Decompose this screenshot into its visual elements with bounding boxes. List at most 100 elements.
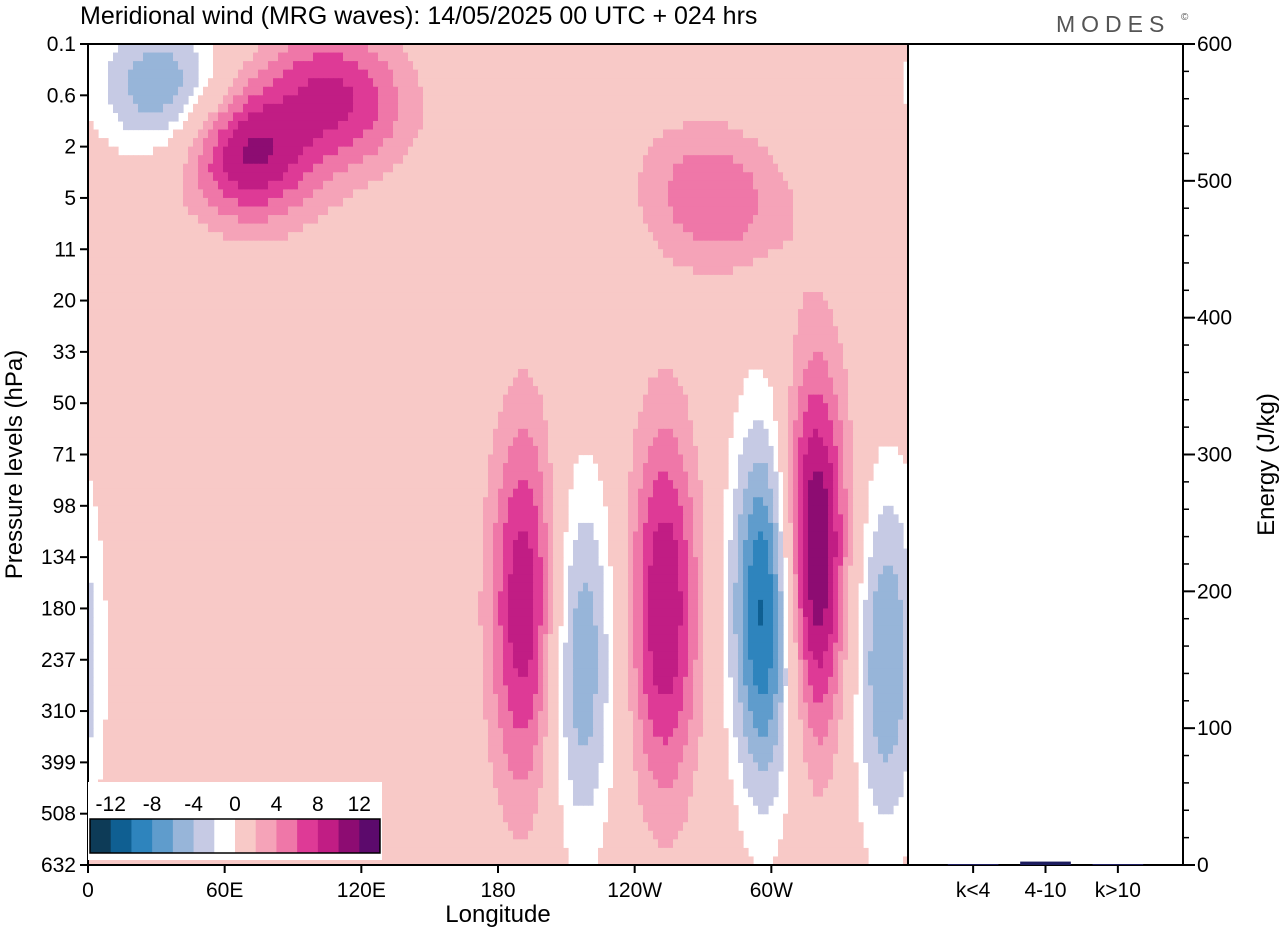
heatmap-cell [128, 197, 134, 208]
heatmap-cell [633, 172, 639, 182]
heatmap-cell [328, 155, 334, 165]
heatmap-cell [363, 61, 369, 71]
heatmap-cell [378, 215, 384, 225]
heatmap-cell [333, 240, 339, 250]
heatmap-cell [658, 266, 664, 276]
heatmap-cell [708, 44, 714, 54]
heatmap-cell [543, 44, 549, 54]
heatmap-cell [273, 223, 279, 233]
heatmap-cell [388, 223, 394, 233]
heatmap-cell [853, 112, 859, 122]
heatmap-cell [758, 283, 764, 293]
heatmap-cell [763, 146, 769, 156]
heatmap-cell [673, 146, 679, 156]
heatmap-cell [288, 189, 294, 199]
heatmap-cell [558, 138, 564, 148]
heatmap-cell [378, 163, 384, 173]
heatmap-cell [498, 95, 504, 105]
heatmap-cell [563, 223, 569, 233]
heatmap-cell [863, 86, 869, 96]
heatmap-cell [853, 300, 859, 310]
heatmap-cell [323, 232, 329, 242]
heatmap-cell [648, 232, 654, 242]
heatmap-cell [748, 232, 754, 242]
heatmap-cell [328, 138, 334, 148]
heatmap-cell [758, 138, 764, 148]
heatmap-cell [308, 249, 314, 259]
heatmap-cell [613, 61, 619, 71]
heatmap-cell [738, 163, 744, 173]
heatmap-cell [803, 266, 809, 276]
heatmap-cell [153, 52, 159, 62]
heatmap-cell [618, 146, 624, 156]
heatmap-cell [508, 206, 514, 216]
heatmap-cell [888, 180, 894, 190]
heatmap-cell [348, 95, 354, 105]
heatmap-cell [308, 86, 314, 96]
heatmap-cell [313, 249, 319, 259]
heatmap-cell [318, 223, 324, 233]
heatmap-cell [278, 257, 284, 267]
heatmap-cell [828, 189, 834, 199]
heatmap-cell [238, 257, 244, 267]
heatmap-cell [333, 52, 339, 62]
heatmap-cell [758, 95, 764, 105]
heatmap-cell [563, 146, 569, 156]
heatmap-cell [728, 180, 734, 190]
heatmap-cell [538, 189, 544, 199]
heatmap-cell [203, 206, 209, 216]
heatmap-cell [583, 266, 589, 276]
heatmap-cell [738, 138, 744, 148]
heatmap-cell [523, 61, 529, 71]
heatmap-cell [253, 61, 259, 71]
heatmap-cell [413, 138, 419, 148]
heatmap-cell [488, 283, 494, 293]
heatmap-cell [778, 197, 784, 208]
heatmap-cell [498, 189, 504, 199]
heatmap-cell [543, 197, 549, 208]
heatmap-cell [103, 163, 109, 173]
heatmap-cell [523, 129, 529, 139]
heatmap-cell [383, 163, 389, 173]
heatmap-cell [683, 292, 689, 302]
heatmap-cell [513, 189, 519, 199]
heatmap-cell [138, 120, 144, 131]
heatmap-cell [808, 129, 814, 139]
heatmap-cell [888, 223, 894, 233]
heatmap-cell [678, 300, 684, 310]
heatmap-cell [323, 78, 329, 88]
heatmap-cell [528, 223, 534, 233]
heatmap-cell [413, 180, 419, 190]
heatmap-cell [878, 163, 884, 173]
heatmap-cell [903, 189, 909, 199]
heatmap-cell [173, 61, 179, 71]
heatmap-cell [568, 274, 574, 285]
heatmap-cell [263, 180, 269, 190]
heatmap-cell [683, 249, 689, 259]
heatmap-cell [493, 266, 499, 276]
heatmap-cell [548, 266, 554, 276]
heatmap-cell [758, 249, 764, 259]
heatmap-cell [828, 120, 834, 131]
heatmap-cell [423, 163, 429, 173]
heatmap-cell [128, 266, 134, 276]
heatmap-cell [763, 163, 769, 173]
heatmap-cell [748, 146, 754, 156]
heatmap-cell [428, 155, 434, 165]
heatmap-cell [428, 138, 434, 148]
heatmap-cell [283, 86, 289, 96]
heatmap-cell [368, 103, 374, 114]
heatmap-cell [638, 283, 644, 293]
heatmap-cell [88, 146, 94, 156]
heatmap-cell [323, 292, 329, 302]
heatmap-cell [683, 129, 689, 139]
heatmap-cell [483, 120, 489, 131]
heatmap-cell [663, 95, 669, 105]
heatmap-cell [363, 266, 369, 276]
heatmap-cell [518, 103, 524, 114]
heatmap-cell [238, 240, 244, 250]
heatmap-cell [233, 69, 239, 79]
heatmap-cell [503, 95, 509, 105]
heatmap-cell [608, 266, 614, 276]
heatmap-cell [778, 189, 784, 199]
